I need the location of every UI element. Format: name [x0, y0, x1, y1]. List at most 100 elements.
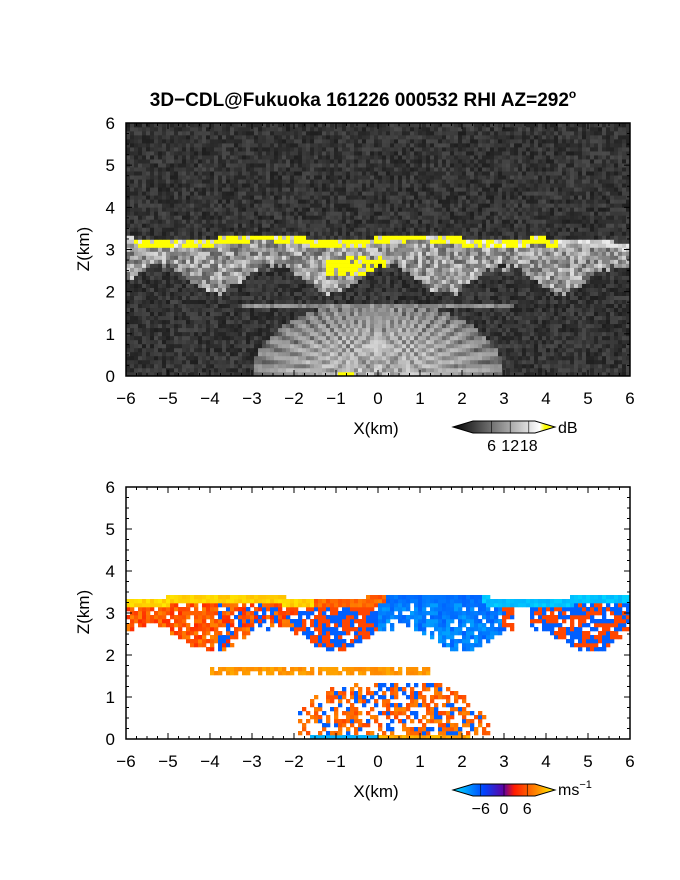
reflectivity-cell — [234, 351, 239, 357]
reflectivity-cell — [166, 295, 171, 300]
reflectivity-cell — [618, 243, 623, 248]
reflectivity-cell — [542, 291, 547, 296]
reflectivity-cell — [430, 219, 435, 224]
reflectivity-cell — [446, 351, 451, 357]
reflectivity-cell — [450, 339, 455, 345]
reflectivity-cell — [178, 315, 183, 321]
reflectivity-cell — [234, 267, 239, 272]
reflectivity-cell — [142, 351, 147, 357]
reflectivity-cell — [198, 219, 203, 224]
reflectivity-cell — [406, 327, 411, 333]
reflectivity-cell — [570, 363, 575, 369]
reflectivity-cell — [322, 355, 327, 361]
reflectivity-cell — [126, 307, 131, 313]
reflectivity-cell — [594, 295, 599, 300]
reflectivity-cell — [158, 279, 163, 284]
reflectivity-cell — [570, 271, 575, 276]
reflectivity-cell — [486, 219, 491, 224]
reflectivity-cell — [542, 247, 547, 252]
reflectivity-cell — [266, 275, 271, 280]
reflectivity-cell — [346, 291, 351, 296]
reflectivity-cell — [222, 327, 227, 333]
reflectivity-cell — [366, 215, 371, 220]
reflectivity-cell — [418, 295, 423, 300]
reflectivity-cell — [582, 231, 587, 236]
reflectivity-cell — [618, 327, 623, 333]
reflectivity-cell — [242, 359, 247, 365]
reflectivity-cell — [606, 323, 611, 329]
reflectivity-cell — [422, 335, 427, 341]
reflectivity-cell — [518, 351, 523, 357]
reflectivity-cell — [454, 239, 459, 244]
reflectivity-cell — [198, 227, 203, 232]
reflectivity-cell — [498, 227, 503, 232]
reflectivity-cell — [566, 327, 571, 333]
reflectivity-cell — [426, 331, 431, 337]
reflectivity-cell — [454, 279, 459, 284]
reflectivity-cell — [178, 219, 183, 224]
reflectivity-cell — [202, 247, 207, 252]
reflectivity-cell — [442, 363, 447, 369]
reflectivity-cell — [218, 367, 223, 373]
reflectivity-cell — [570, 231, 575, 236]
reflectivity-cell — [358, 283, 363, 288]
reflectivity-cell — [346, 323, 351, 329]
reflectivity-cell — [214, 295, 219, 300]
reflectivity-cell — [262, 359, 267, 365]
reflectivity-cell — [534, 247, 539, 252]
reflectivity-cell — [430, 303, 435, 309]
reflectivity-cell — [370, 235, 375, 240]
reflectivity-cell — [378, 215, 383, 220]
reflectivity-cell — [550, 263, 555, 268]
reflectivity-cell — [170, 291, 175, 296]
reflectivity-cell — [366, 227, 371, 232]
reflectivity-cell — [174, 327, 179, 333]
reflectivity-cell — [594, 223, 599, 228]
reflectivity-cell — [370, 259, 375, 264]
reflectivity-cell — [494, 303, 499, 309]
reflectivity-cell — [550, 347, 555, 353]
reflectivity-cell — [146, 279, 151, 284]
reflectivity-cell — [322, 339, 327, 345]
reflectivity-cell — [398, 227, 403, 232]
reflectivity-cell — [146, 331, 151, 337]
reflectivity-cell — [390, 315, 395, 321]
reflectivity-cell — [382, 343, 387, 349]
reflectivity-cell — [470, 363, 475, 369]
reflectivity-cell — [246, 311, 251, 317]
reflectivity-cell — [526, 243, 531, 248]
reflectivity-cell — [214, 371, 219, 377]
reflectivity-cell — [414, 275, 419, 280]
reflectivity-cell — [446, 327, 451, 333]
reflectivity-cell — [158, 271, 163, 276]
reflectivity-cell — [510, 227, 515, 232]
reflectivity-cell — [130, 263, 135, 268]
reflectivity-cell — [534, 219, 539, 224]
reflectivity-cell — [154, 367, 159, 373]
reflectivity-cell — [426, 343, 431, 349]
reflectivity-cell — [254, 267, 259, 272]
reflectivity-cell — [510, 279, 515, 284]
reflectivity-cell — [358, 255, 363, 260]
reflectivity-cell — [554, 339, 559, 345]
reflectivity-cell — [590, 267, 595, 272]
reflectivity-cell — [574, 255, 579, 260]
reflectivity-cell — [330, 227, 335, 232]
reflectivity-cell — [386, 327, 391, 333]
reflectivity-cell — [350, 223, 355, 228]
reflectivity-cell — [322, 247, 327, 252]
reflectivity-cell — [270, 243, 275, 248]
reflectivity-cell — [294, 239, 299, 244]
reflectivity-cell — [210, 315, 215, 321]
reflectivity-cell — [530, 319, 535, 325]
reflectivity-cell — [538, 271, 543, 276]
reflectivity-cell — [194, 319, 199, 325]
reflectivity-cell — [362, 275, 367, 280]
reflectivity-cell — [590, 263, 595, 268]
reflectivity-cell — [422, 367, 427, 373]
reflectivity-cell — [534, 367, 539, 373]
reflectivity-cell — [254, 331, 259, 337]
reflectivity-cell — [326, 307, 331, 313]
reflectivity-cell — [458, 331, 463, 337]
reflectivity-cell — [442, 331, 447, 337]
